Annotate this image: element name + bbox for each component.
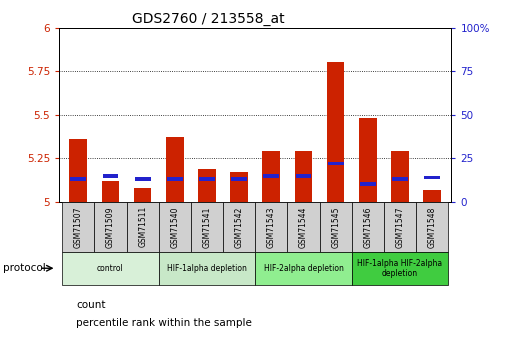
Text: GSM71540: GSM71540 xyxy=(170,206,180,248)
Bar xyxy=(199,177,215,181)
Text: GSM71511: GSM71511 xyxy=(138,206,147,247)
Text: HIF-1alpha depletion: HIF-1alpha depletion xyxy=(167,264,247,273)
Text: GSM71548: GSM71548 xyxy=(428,206,437,247)
Text: protocol: protocol xyxy=(3,263,45,273)
Bar xyxy=(103,174,119,178)
FancyBboxPatch shape xyxy=(159,252,255,285)
Bar xyxy=(198,169,216,202)
Text: percentile rank within the sample: percentile rank within the sample xyxy=(76,318,252,328)
FancyBboxPatch shape xyxy=(255,202,287,252)
Text: GSM71547: GSM71547 xyxy=(396,206,404,248)
Bar xyxy=(167,177,183,181)
Bar xyxy=(360,183,376,186)
FancyBboxPatch shape xyxy=(94,202,127,252)
Text: GSM71507: GSM71507 xyxy=(74,206,83,248)
Bar xyxy=(70,177,86,181)
Bar xyxy=(424,176,440,179)
Text: GSM71545: GSM71545 xyxy=(331,206,340,248)
Text: GSM71542: GSM71542 xyxy=(234,206,244,247)
Text: GSM71509: GSM71509 xyxy=(106,206,115,248)
Bar xyxy=(294,151,312,202)
Bar xyxy=(69,139,87,202)
FancyBboxPatch shape xyxy=(287,202,320,252)
Bar xyxy=(295,174,311,178)
FancyBboxPatch shape xyxy=(62,202,94,252)
Text: HIF-2alpha depletion: HIF-2alpha depletion xyxy=(264,264,343,273)
FancyBboxPatch shape xyxy=(384,202,416,252)
Bar xyxy=(134,188,151,202)
Bar xyxy=(231,177,247,181)
FancyBboxPatch shape xyxy=(320,202,352,252)
Text: count: count xyxy=(76,300,106,309)
Text: GSM71546: GSM71546 xyxy=(363,206,372,248)
Bar xyxy=(423,190,441,202)
FancyBboxPatch shape xyxy=(223,202,255,252)
Bar xyxy=(359,118,377,202)
Bar xyxy=(263,151,280,202)
Text: GDS2760 / 213558_at: GDS2760 / 213558_at xyxy=(132,12,284,26)
FancyBboxPatch shape xyxy=(159,202,191,252)
FancyBboxPatch shape xyxy=(352,252,448,285)
FancyBboxPatch shape xyxy=(352,202,384,252)
Bar xyxy=(391,151,409,202)
Text: GSM71541: GSM71541 xyxy=(203,206,211,247)
Bar xyxy=(327,62,345,202)
FancyBboxPatch shape xyxy=(62,252,159,285)
Bar xyxy=(328,161,344,165)
Bar xyxy=(135,177,151,181)
Bar xyxy=(230,172,248,202)
Text: HIF-1alpha HIF-2alpha
depletion: HIF-1alpha HIF-2alpha depletion xyxy=(358,258,443,278)
FancyBboxPatch shape xyxy=(255,252,352,285)
Text: control: control xyxy=(97,264,124,273)
FancyBboxPatch shape xyxy=(127,202,159,252)
Text: GSM71544: GSM71544 xyxy=(299,206,308,248)
FancyBboxPatch shape xyxy=(416,202,448,252)
Bar xyxy=(166,137,184,202)
Bar xyxy=(263,174,279,178)
Bar xyxy=(392,177,408,181)
Bar xyxy=(102,181,120,202)
Text: GSM71543: GSM71543 xyxy=(267,206,276,248)
FancyBboxPatch shape xyxy=(191,202,223,252)
